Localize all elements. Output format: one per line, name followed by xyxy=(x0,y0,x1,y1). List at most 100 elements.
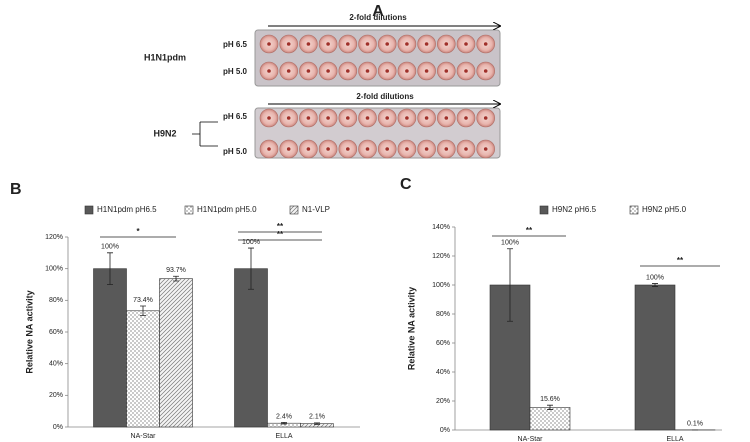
well-center xyxy=(424,147,429,151)
y-tick-label: 80% xyxy=(436,311,450,318)
y-tick-label: 100% xyxy=(45,266,63,273)
y-tick-label: 0% xyxy=(53,424,63,431)
legend-swatch xyxy=(184,205,194,215)
error-bar xyxy=(652,283,658,287)
bracket xyxy=(192,121,218,147)
error-bar xyxy=(281,422,287,425)
well-center xyxy=(405,116,409,120)
well-center xyxy=(286,69,291,73)
well-center xyxy=(385,147,390,151)
bar xyxy=(93,268,127,428)
value-label: 2.4% xyxy=(276,413,292,420)
y-tick-label: 0% xyxy=(440,427,450,434)
well-center xyxy=(306,116,311,120)
well-center xyxy=(346,147,350,151)
well-center xyxy=(326,116,330,120)
virus-label: H9N2 xyxy=(153,128,176,138)
value-label: 100% xyxy=(242,239,260,246)
well-center xyxy=(326,42,330,46)
legend-label: H1N1pdm pH5.0 xyxy=(197,205,257,214)
bar xyxy=(159,278,193,428)
significance-label: ** xyxy=(277,230,284,239)
well-center xyxy=(267,147,271,151)
arrow-label: 2-fold dilutions xyxy=(356,92,414,101)
y-tick-label: 80% xyxy=(49,297,63,304)
row-label: pH 5.0 xyxy=(223,147,248,156)
error-bar xyxy=(173,275,179,282)
value-label: 100% xyxy=(101,244,119,251)
error-bar xyxy=(314,422,320,425)
panel-label: C xyxy=(400,176,412,193)
row-label: pH 6.5 xyxy=(223,40,248,49)
bar xyxy=(234,268,268,428)
significance-label: ** xyxy=(277,222,284,231)
well-center xyxy=(326,147,330,151)
well-center xyxy=(306,69,311,73)
value-label: 15.6% xyxy=(540,396,560,403)
y-tick-label: 100% xyxy=(432,282,450,289)
well-center xyxy=(444,42,449,46)
error-bar xyxy=(107,252,113,285)
well-center xyxy=(405,42,409,46)
error-bar xyxy=(248,247,254,290)
y-tick-label: 20% xyxy=(49,392,63,399)
legend-swatch xyxy=(289,205,299,215)
legend-swatch xyxy=(84,205,94,215)
value-label: 0.1% xyxy=(687,421,703,428)
value-label: 73.4% xyxy=(133,297,153,304)
significance-label: ** xyxy=(526,226,533,235)
well-center xyxy=(385,42,390,46)
well-center xyxy=(444,147,449,151)
well-center xyxy=(306,42,311,46)
well-center xyxy=(286,147,291,151)
y-tick-label: 40% xyxy=(49,361,63,368)
well-center xyxy=(286,116,291,120)
y-axis-title: Relative NA activity xyxy=(24,290,34,373)
legend-swatch xyxy=(539,205,549,215)
well-center xyxy=(464,147,468,151)
well-center xyxy=(286,42,291,46)
well-center xyxy=(306,147,311,151)
well-center xyxy=(365,116,370,120)
well-center xyxy=(424,116,429,120)
well-center xyxy=(405,147,409,151)
well-center xyxy=(464,116,468,120)
well-center xyxy=(483,116,488,120)
well-center xyxy=(267,69,271,73)
error-bar xyxy=(140,305,146,316)
bar xyxy=(529,407,571,431)
well-center xyxy=(385,116,390,120)
well-center xyxy=(444,116,449,120)
legend-label: H9N2 pH6.5 xyxy=(552,205,597,214)
y-tick-label: 60% xyxy=(436,340,450,347)
legend-label: H9N2 pH5.0 xyxy=(642,205,687,214)
legend-swatch xyxy=(629,205,639,215)
row-label: pH 5.0 xyxy=(223,67,248,76)
well-center xyxy=(346,116,350,120)
well-center xyxy=(464,69,468,73)
y-tick-label: 20% xyxy=(436,398,450,405)
well-center xyxy=(424,69,429,73)
y-tick-label: 140% xyxy=(432,224,450,231)
panel-label: A xyxy=(372,3,384,20)
value-label: 100% xyxy=(501,240,519,247)
well-center xyxy=(326,69,330,73)
well-center xyxy=(267,116,271,120)
well-center xyxy=(267,42,271,46)
y-tick-label: 60% xyxy=(49,329,63,336)
bar xyxy=(634,284,676,431)
value-label: 93.7% xyxy=(166,267,186,274)
row-label: pH 6.5 xyxy=(223,112,248,121)
y-tick-label: 40% xyxy=(436,369,450,376)
well-center xyxy=(483,42,488,46)
well-center xyxy=(483,147,488,151)
well-center xyxy=(346,69,350,73)
virus-label: H1N1pdm xyxy=(144,52,186,62)
significance-label: ** xyxy=(677,256,684,265)
arrow-label: 2-fold dilutions xyxy=(349,13,407,22)
error-bar xyxy=(507,248,513,322)
error-bar xyxy=(547,404,553,410)
bar xyxy=(126,310,160,428)
x-tick-label: ELLA xyxy=(666,436,683,442)
